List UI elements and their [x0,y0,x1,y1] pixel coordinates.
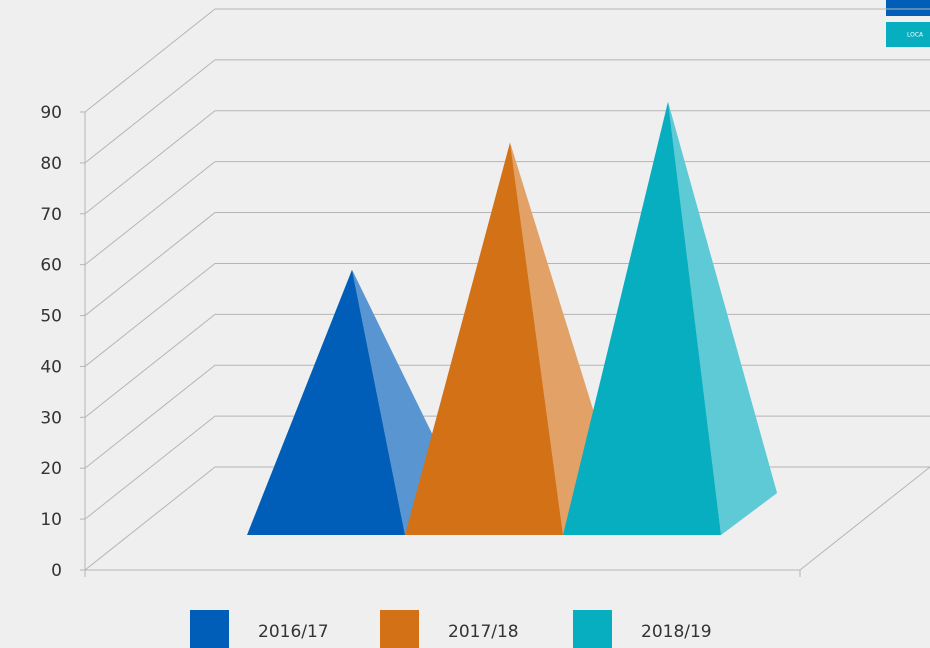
pyramid-front [405,142,563,535]
logo-block [886,0,930,16]
pyramid-front [247,269,405,535]
axis [799,466,930,571]
y-tick-label: 30 [40,408,62,428]
legend-label: 2017/18 [448,622,519,642]
y-tick-label: 80 [40,154,62,174]
y-tick-label: 10 [40,510,62,530]
y-tick-label: 50 [40,307,62,327]
grid-line [84,110,930,215]
legend-swatch [190,610,229,648]
grid-line [84,161,930,266]
y-tick-label: 90 [40,103,62,123]
legend-swatch [573,610,612,648]
legend: 2016/17 2017/18 2018/19 [190,610,712,648]
grid-line [84,8,930,113]
legend-label: 2016/17 [258,622,329,642]
marks [247,101,777,536]
y-tick-label: 0 [51,561,62,581]
legend-swatch [380,610,419,648]
logo-text: LOCA [907,32,924,39]
y-tick-label: 20 [40,459,62,479]
pyramid-side-shade [668,101,777,536]
legend-label: 2018/19 [641,622,712,642]
y-tick-label: 40 [40,357,62,377]
logo-block [886,22,930,47]
grid-line [84,59,930,164]
pyramid-side [668,101,777,536]
y-tick-label: 70 [40,205,62,225]
pyramid-front [563,101,721,536]
y-tick-label: 60 [40,256,62,276]
